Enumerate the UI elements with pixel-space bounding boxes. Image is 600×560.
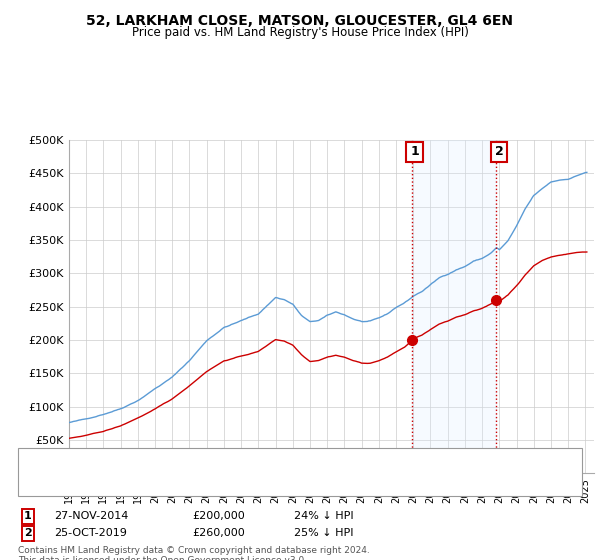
Text: 1: 1: [24, 511, 32, 521]
Text: HPI: Average price, detached house, Gloucester: HPI: Average price, detached house, Glou…: [56, 477, 305, 487]
Text: 52, LARKHAM CLOSE, MATSON, GLOUCESTER, GL4 6EN: 52, LARKHAM CLOSE, MATSON, GLOUCESTER, G…: [86, 14, 514, 28]
Bar: [412, 140, 496, 473]
Text: £200,000: £200,000: [192, 511, 245, 521]
Text: 2: 2: [494, 146, 503, 158]
Text: 52, LARKHAM CLOSE, MATSON, GLOUCESTER, GL4 6EN (detached house): 52, LARKHAM CLOSE, MATSON, GLOUCESTER, G…: [56, 456, 437, 466]
Text: 1: 1: [410, 146, 419, 158]
Text: 25-OCT-2019: 25-OCT-2019: [54, 528, 127, 538]
Text: 27-NOV-2014: 27-NOV-2014: [54, 511, 128, 521]
Text: 25% ↓ HPI: 25% ↓ HPI: [294, 528, 353, 538]
Text: Price paid vs. HM Land Registry's House Price Index (HPI): Price paid vs. HM Land Registry's House …: [131, 26, 469, 39]
Text: 2: 2: [24, 528, 32, 538]
Text: 24% ↓ HPI: 24% ↓ HPI: [294, 511, 353, 521]
Text: £260,000: £260,000: [192, 528, 245, 538]
Text: Contains HM Land Registry data © Crown copyright and database right 2024.
This d: Contains HM Land Registry data © Crown c…: [18, 546, 370, 560]
